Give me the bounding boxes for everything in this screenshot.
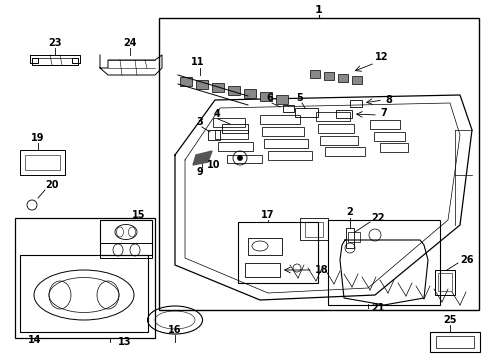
Text: 22: 22 [370,213,384,223]
Bar [351,76,361,84]
Text: 8: 8 [384,95,391,105]
Bar [305,222,323,237]
Polygon shape [193,151,212,165]
Text: 18: 18 [314,265,328,275]
Bar [25,155,60,170]
Text: 2: 2 [346,207,353,217]
Bar [324,72,333,80]
Text: 19: 19 [31,133,45,143]
Bar [15,218,155,338]
Bar [327,220,439,305]
Text: 20: 20 [45,180,59,190]
Text: 6: 6 [266,93,273,103]
Text: 26: 26 [459,255,472,265]
Bar [349,100,361,107]
Bar [212,83,224,92]
Bar [180,77,192,86]
Bar [222,124,247,133]
Bar [309,70,319,78]
Text: 15: 15 [131,210,145,220]
Text: 16: 16 [168,325,182,335]
Bar [100,243,152,258]
Bar [317,124,353,133]
Bar [429,332,479,352]
Bar [379,143,407,152]
Bar [319,136,357,145]
Text: 1: 1 [314,5,322,15]
Text: 12: 12 [374,52,387,62]
Bar [437,273,451,291]
Text: 7: 7 [379,108,386,118]
Bar [335,110,351,118]
Bar [226,155,262,163]
Bar [244,263,280,277]
Bar [346,228,353,248]
Text: 14: 14 [28,335,41,345]
Bar [227,86,240,95]
Bar [373,132,404,141]
Bar [196,80,207,89]
Bar [299,218,327,240]
Bar [215,130,247,139]
Bar [247,238,282,255]
Circle shape [237,156,242,161]
Text: 9: 9 [196,167,203,177]
Bar [100,220,152,255]
Bar [275,95,287,104]
Bar [264,139,307,148]
Text: 21: 21 [370,303,384,313]
Bar [294,108,317,117]
Bar [218,142,252,151]
Bar [325,147,364,156]
Bar [20,150,65,175]
Bar [434,270,454,295]
Text: 10: 10 [206,160,220,170]
Bar [244,89,256,98]
Text: 4: 4 [213,109,220,119]
Bar [315,112,349,121]
Text: 5: 5 [296,93,303,103]
Bar [283,105,293,112]
Bar [238,222,317,283]
Bar [347,232,359,242]
Bar [262,127,304,136]
Text: 25: 25 [442,315,456,325]
Text: 17: 17 [261,210,274,220]
Bar [435,336,473,348]
Bar [337,74,347,82]
Bar [20,255,148,332]
Bar [207,130,220,140]
Text: 23: 23 [48,38,61,48]
Text: 24: 24 [123,38,137,48]
Bar [369,120,399,129]
Text: 11: 11 [191,57,204,67]
Bar [260,92,271,101]
Bar [267,151,311,160]
Bar [260,115,299,124]
Bar [159,18,478,310]
Bar [213,118,244,127]
Text: 3: 3 [196,117,203,127]
Text: 13: 13 [118,337,131,347]
